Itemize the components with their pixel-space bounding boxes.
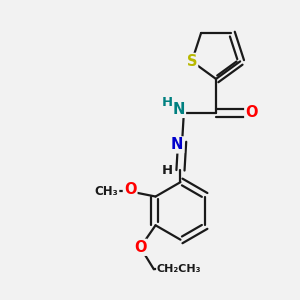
Text: N: N — [171, 137, 183, 152]
Text: S: S — [187, 54, 197, 69]
Text: O: O — [134, 240, 147, 255]
Text: H: H — [161, 164, 172, 177]
Text: CH₃: CH₃ — [94, 185, 118, 198]
Text: O: O — [245, 105, 258, 120]
Text: O: O — [124, 182, 136, 197]
Text: CH₂CH₃: CH₂CH₃ — [157, 264, 202, 274]
Text: N: N — [172, 102, 185, 117]
Text: H: H — [161, 96, 172, 109]
